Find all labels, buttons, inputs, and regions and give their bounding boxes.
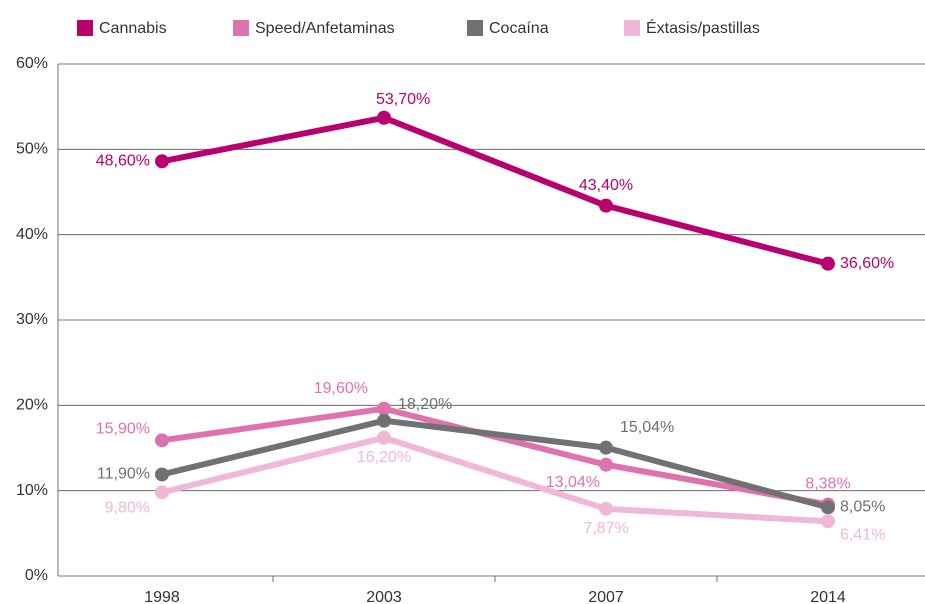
y-tick-label: 30%	[16, 311, 48, 328]
line	[161, 114, 829, 267]
value-label: 43,40%	[579, 177, 633, 194]
point	[377, 430, 391, 445]
line	[161, 434, 829, 525]
point	[377, 401, 391, 416]
point	[599, 440, 613, 455]
point	[821, 514, 835, 529]
point	[155, 154, 169, 169]
value-label: 36,60%	[840, 255, 894, 272]
point	[377, 413, 391, 428]
value-label: 7,87%	[583, 520, 628, 537]
legend-label: Cocaína	[489, 20, 549, 37]
legend-swatch	[233, 20, 249, 36]
value-label: 6,41%	[840, 527, 885, 544]
value-label: 18,20%	[398, 396, 452, 413]
y-tick-label: 60%	[16, 55, 48, 72]
value-label: 13,04%	[546, 474, 600, 491]
value-label: 8,05%	[840, 499, 885, 516]
point	[599, 501, 613, 516]
value-label: 48,60%	[96, 152, 150, 169]
y-tick-label: 0%	[25, 567, 48, 584]
point	[155, 467, 169, 482]
value-label: 15,90%	[96, 421, 150, 438]
point	[155, 485, 169, 500]
x-tick-label: 1998	[144, 589, 180, 604]
legend-label: Cannabis	[99, 20, 167, 37]
legend-swatch	[467, 20, 483, 36]
point	[377, 110, 391, 125]
y-tick-label: 20%	[16, 397, 48, 414]
value-label: 9,80%	[105, 500, 150, 517]
value-label: 8,38%	[805, 476, 850, 493]
legend-swatch	[77, 20, 93, 36]
point	[599, 457, 613, 472]
point	[599, 198, 613, 213]
legend-label: Éxtasis/pastillas	[646, 18, 760, 37]
legend-label: Speed/Anfetaminas	[255, 20, 395, 37]
point	[821, 500, 835, 515]
x-tick-label: 2003	[366, 589, 402, 604]
y-tick-label: 50%	[16, 141, 48, 158]
value-label: 11,90%	[97, 466, 150, 483]
value-label: 16,20%	[357, 449, 411, 466]
point	[821, 256, 835, 271]
y-tick-label: 40%	[16, 226, 48, 243]
point	[155, 433, 169, 448]
y-tick-label: 10%	[16, 482, 48, 499]
line	[161, 417, 829, 511]
value-label: 53,70%	[376, 91, 430, 108]
value-label: 15,04%	[620, 419, 674, 436]
line	[161, 405, 829, 508]
x-tick-label: 2014	[810, 589, 846, 604]
value-label: 19,60%	[314, 380, 368, 397]
legend-swatch	[624, 20, 640, 36]
x-tick-label: 2007	[588, 589, 624, 604]
